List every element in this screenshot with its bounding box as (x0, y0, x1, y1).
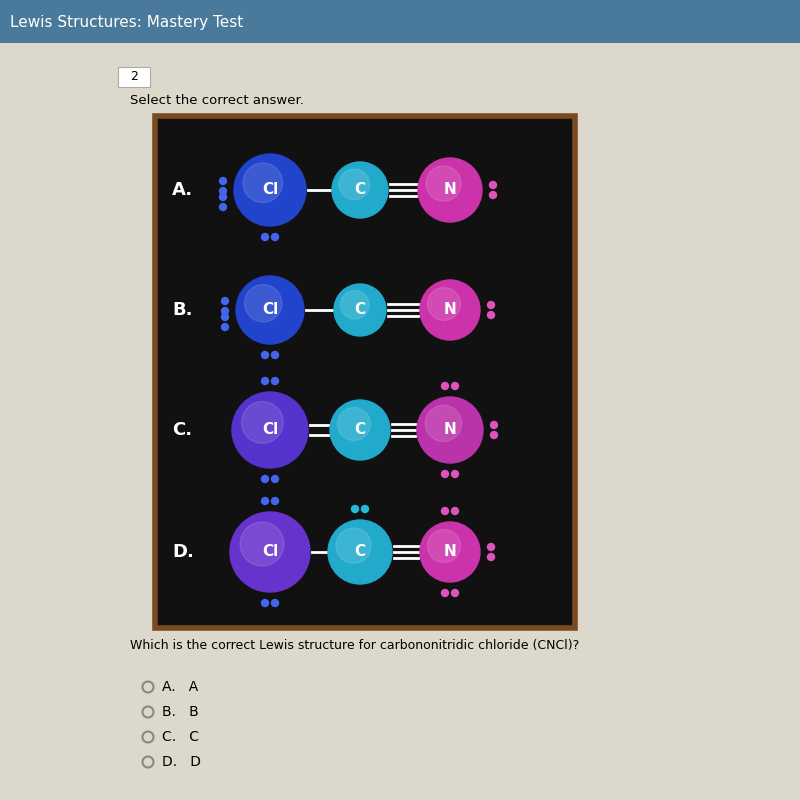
Circle shape (262, 378, 269, 385)
Bar (155, 116, 575, 628)
Circle shape (271, 234, 278, 241)
Circle shape (242, 402, 283, 443)
Circle shape (236, 276, 304, 344)
Circle shape (262, 234, 269, 241)
Circle shape (328, 520, 392, 584)
Text: C.   C: C. C (162, 730, 199, 744)
Circle shape (234, 154, 306, 226)
Text: N: N (444, 422, 456, 438)
Text: D.: D. (172, 543, 194, 561)
Circle shape (262, 599, 269, 606)
Circle shape (222, 307, 229, 314)
Circle shape (420, 522, 480, 582)
Text: C: C (354, 182, 366, 198)
Circle shape (271, 475, 278, 482)
Text: C.: C. (172, 421, 192, 439)
Circle shape (271, 378, 278, 385)
Circle shape (451, 590, 458, 597)
Circle shape (262, 498, 269, 505)
Circle shape (271, 599, 278, 606)
Circle shape (245, 285, 282, 322)
Bar (118, 67, 150, 87)
Circle shape (330, 400, 390, 460)
Text: Cl: Cl (262, 545, 278, 559)
Text: Cl: Cl (262, 302, 278, 318)
Circle shape (451, 382, 458, 390)
Circle shape (341, 290, 369, 319)
Circle shape (451, 507, 458, 514)
Text: A.   A: A. A (162, 680, 198, 694)
Circle shape (442, 507, 449, 514)
Circle shape (336, 528, 371, 563)
Text: C: C (354, 545, 366, 559)
Circle shape (219, 178, 226, 185)
Text: B.: B. (172, 301, 193, 319)
Text: Cl: Cl (262, 182, 278, 198)
Circle shape (219, 194, 226, 201)
Circle shape (219, 187, 226, 194)
Circle shape (362, 506, 369, 513)
Circle shape (219, 203, 226, 210)
Circle shape (240, 522, 284, 566)
Circle shape (222, 314, 229, 321)
Text: Select the correct answer.: Select the correct answer. (130, 94, 304, 106)
Text: B.   B: B. B (162, 705, 198, 719)
Text: N: N (444, 302, 456, 318)
Circle shape (417, 397, 483, 463)
Circle shape (222, 323, 229, 330)
Text: Which is the correct Lewis structure for carbononitridic chloride (CNCl)?: Which is the correct Lewis structure for… (130, 638, 579, 651)
Circle shape (487, 311, 494, 318)
Circle shape (262, 351, 269, 358)
Text: 2: 2 (130, 70, 138, 83)
Bar (0, 0, 800, 43)
Text: C: C (354, 422, 366, 438)
Text: A.: A. (172, 181, 193, 199)
Text: D.   D: D. D (162, 755, 201, 769)
Circle shape (338, 407, 370, 441)
Circle shape (418, 158, 482, 222)
Circle shape (262, 475, 269, 482)
Circle shape (427, 287, 461, 321)
Text: N: N (444, 182, 456, 198)
Circle shape (271, 498, 278, 505)
Circle shape (222, 298, 229, 305)
Circle shape (332, 162, 388, 218)
Circle shape (420, 280, 480, 340)
Circle shape (232, 392, 308, 468)
Circle shape (487, 302, 494, 309)
Circle shape (490, 422, 498, 429)
Circle shape (442, 382, 449, 390)
Circle shape (426, 166, 462, 202)
Circle shape (243, 163, 282, 202)
Circle shape (427, 530, 461, 562)
Circle shape (442, 590, 449, 597)
Circle shape (339, 169, 370, 200)
Circle shape (490, 431, 498, 438)
Circle shape (442, 470, 449, 478)
Circle shape (490, 182, 497, 189)
Text: N: N (444, 545, 456, 559)
Circle shape (490, 191, 497, 198)
Circle shape (487, 554, 494, 561)
Circle shape (426, 406, 462, 442)
Circle shape (351, 506, 358, 513)
Circle shape (451, 470, 458, 478)
Text: C: C (354, 302, 366, 318)
Text: Lewis Structures: Mastery Test: Lewis Structures: Mastery Test (10, 14, 243, 30)
Circle shape (230, 512, 310, 592)
Text: Cl: Cl (262, 422, 278, 438)
Circle shape (334, 284, 386, 336)
Circle shape (271, 351, 278, 358)
Circle shape (487, 543, 494, 550)
